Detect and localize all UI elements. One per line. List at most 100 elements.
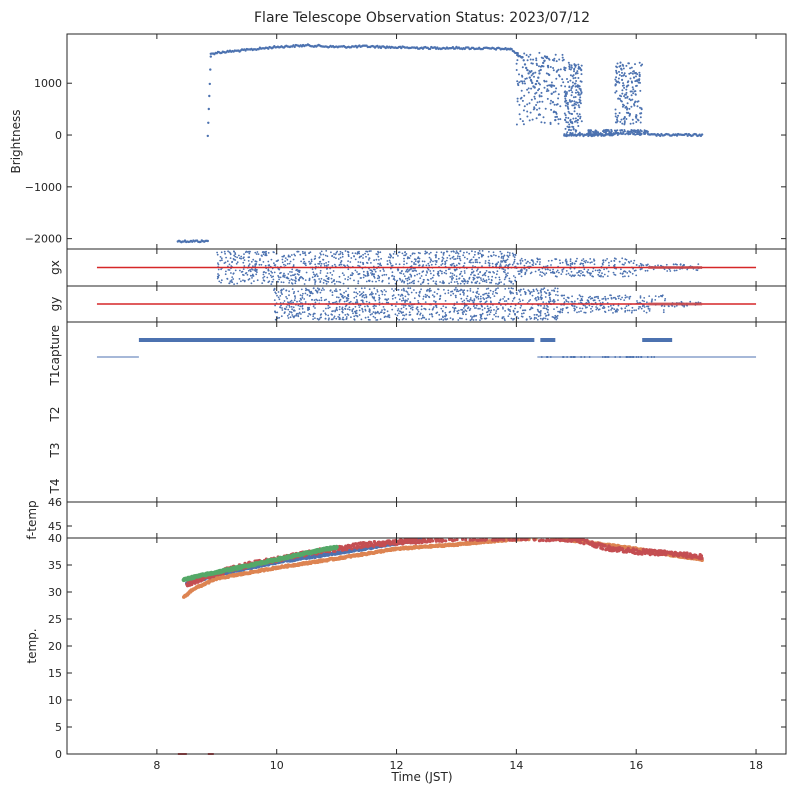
gy-point — [411, 308, 414, 311]
gy-point — [543, 305, 546, 307]
brightness-point — [634, 93, 637, 96]
brightness-point — [558, 74, 560, 77]
gx-point — [513, 258, 516, 261]
gx-point — [587, 261, 589, 264]
gx-point — [657, 264, 659, 267]
gx-point — [472, 256, 475, 258]
brightness-point — [635, 85, 637, 87]
gy-point — [415, 291, 418, 294]
gy-point — [629, 295, 632, 298]
gx-point — [358, 252, 361, 255]
gx-point — [434, 263, 437, 266]
brightness-point — [614, 121, 617, 124]
gy-point — [504, 319, 506, 321]
gx-point — [429, 261, 432, 263]
gx-point — [487, 275, 490, 278]
gy-point — [537, 292, 540, 294]
gy-point — [419, 313, 421, 316]
gx-point — [470, 281, 473, 284]
brightness-point — [519, 118, 522, 120]
gx-point — [410, 274, 413, 277]
brightness-point — [621, 84, 624, 87]
gx-point — [644, 269, 647, 272]
gx-point — [506, 251, 509, 254]
gx-point — [478, 256, 480, 259]
gx-point — [339, 250, 342, 253]
gx-point — [488, 278, 490, 281]
gy-point — [521, 312, 523, 315]
brightness-point — [638, 74, 641, 77]
gy-point — [575, 306, 578, 309]
gy-point — [339, 298, 342, 301]
gy-point — [331, 314, 333, 316]
gx-point — [219, 259, 222, 262]
gx-point — [242, 274, 245, 276]
gy-point — [347, 287, 350, 290]
brightness-point — [207, 121, 210, 125]
gy-point — [293, 291, 296, 293]
gy-point — [435, 306, 438, 309]
brightness-point — [639, 116, 642, 119]
gx-point — [296, 250, 299, 253]
brightness-point — [544, 107, 547, 110]
gy-point — [487, 292, 490, 295]
gy-point — [609, 294, 611, 297]
brightness-point — [571, 122, 574, 125]
gx-point — [320, 253, 322, 256]
gx-point — [375, 258, 378, 261]
gy-point — [495, 310, 498, 312]
gx-point — [425, 274, 427, 276]
brightness-point — [659, 134, 662, 138]
gx-point — [507, 264, 510, 266]
gx-point — [247, 256, 250, 259]
gy-point — [433, 295, 435, 298]
gx-point — [583, 274, 586, 277]
gx-point — [472, 261, 474, 264]
gy-point — [292, 301, 294, 304]
gy-point — [409, 301, 411, 303]
gy-point — [545, 315, 547, 317]
gy-point — [433, 300, 435, 302]
gx-point — [604, 259, 607, 262]
gy-point — [273, 299, 276, 301]
gy-point — [335, 288, 337, 290]
gy-point — [571, 295, 573, 298]
gx-point — [450, 264, 453, 267]
gx-point — [593, 259, 596, 262]
brightness-point — [516, 97, 519, 100]
gx-point — [498, 281, 501, 284]
gy-point — [439, 295, 442, 298]
gx-point — [417, 256, 420, 259]
gx-point — [313, 273, 315, 276]
gy-point — [433, 291, 436, 293]
gy-point — [495, 315, 497, 318]
gy-point — [314, 301, 317, 304]
gy-point — [556, 314, 559, 317]
gy-point — [335, 306, 338, 309]
brightness-point — [629, 77, 632, 80]
gx-point — [281, 258, 284, 261]
gy-point — [338, 308, 341, 311]
gx-point — [620, 268, 622, 271]
gx-point — [441, 256, 444, 259]
gx-point — [260, 254, 263, 257]
gy-point — [318, 288, 321, 290]
gx-point — [294, 276, 297, 278]
gx-point — [697, 263, 700, 265]
gy-point — [310, 290, 313, 293]
gx-point — [573, 275, 575, 277]
gy-point — [374, 312, 377, 315]
gy-point — [444, 312, 447, 314]
brightness-point — [620, 75, 623, 77]
brightness-point — [631, 118, 634, 121]
gy-point — [402, 299, 405, 302]
brightness-point — [585, 132, 589, 136]
brightness-point — [632, 92, 635, 95]
gy-point — [615, 298, 617, 300]
brightness-point — [625, 93, 627, 96]
gy-point — [495, 312, 497, 315]
gy-point — [529, 292, 532, 295]
brightness-point — [540, 91, 543, 94]
gx-point — [267, 269, 270, 272]
gy-point — [479, 316, 482, 319]
